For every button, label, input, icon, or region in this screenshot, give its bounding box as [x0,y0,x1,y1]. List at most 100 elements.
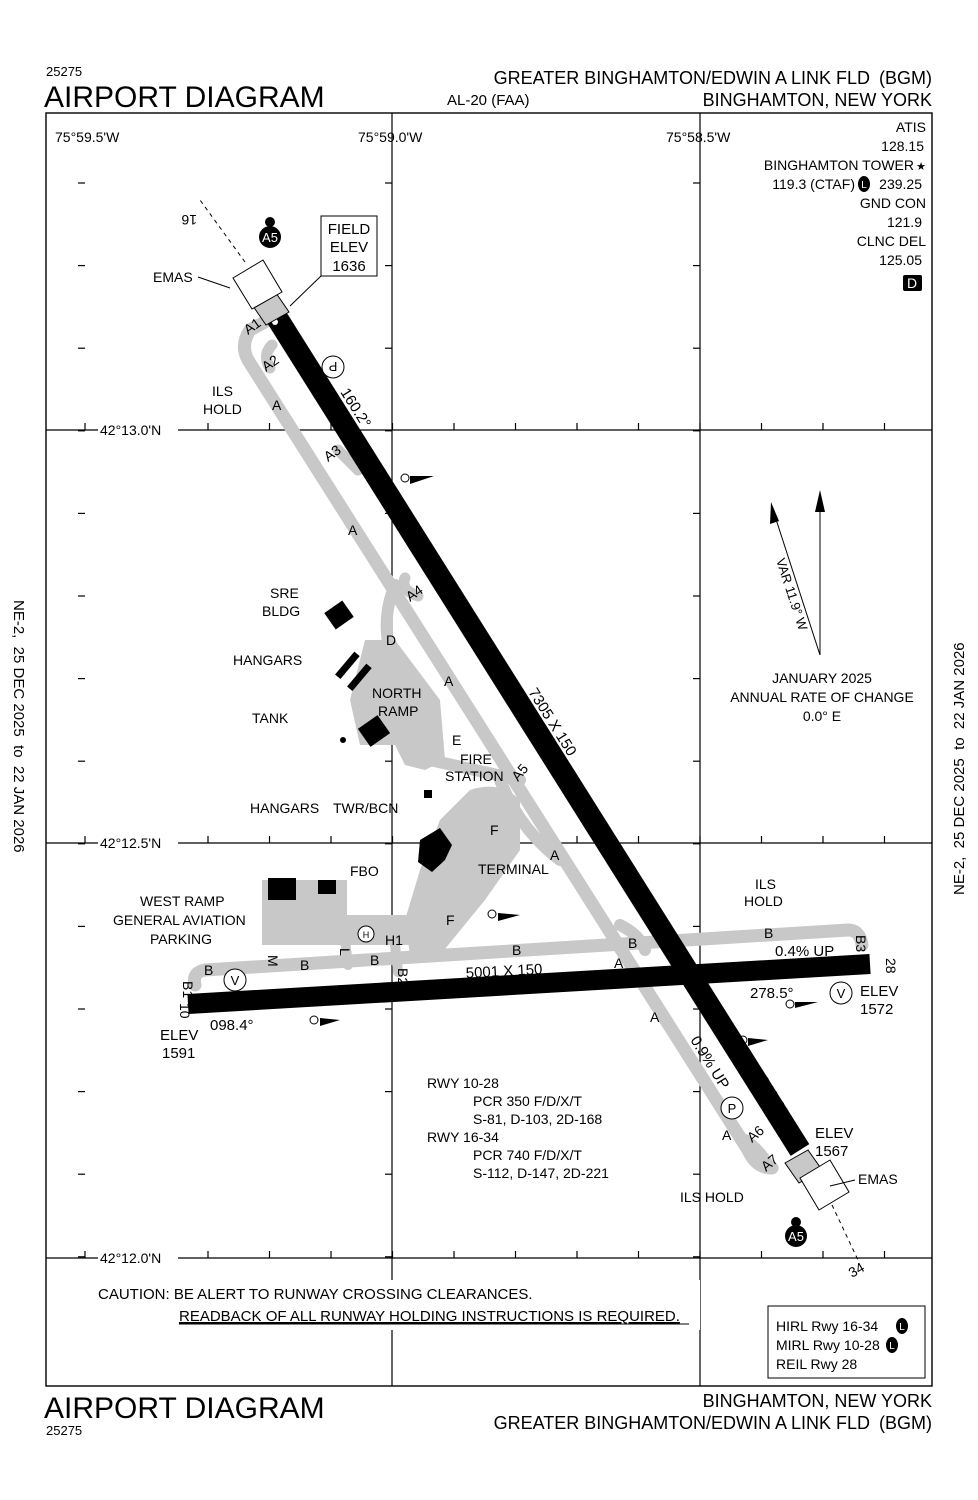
airport-id: (BGM) [879,68,932,88]
lon-label: 75°59.5'W [55,129,120,145]
svg-text:F: F [446,912,455,928]
airport-name: GREATER BINGHAMTON/EDWIN A LINK FLD [494,68,870,88]
svg-text:125.05: 125.05 [879,252,922,268]
svg-text:NORTH: NORTH [372,685,422,701]
hot-spot-a5-north[interactable]: A5 [259,217,281,248]
svg-text:0.0° E: 0.0° E [803,708,841,724]
rwy-28-heading: 278.5° [750,985,794,1002]
rwy-end-16: 16 [181,212,197,228]
svg-text:TERMINAL: TERMINAL [478,861,549,877]
papi-icon: P [720,1096,744,1120]
svg-text:★: ★ [916,161,926,173]
svg-text:L: L [337,948,353,956]
field-elevation-box: FIELD ELEV 1636 [289,215,378,307]
chart-number: 25275 [46,64,82,79]
helipad-icon: H [357,925,375,943]
lat-label: 42°12.0'N [100,1250,161,1266]
svg-text:FIRE: FIRE [460,751,492,767]
svg-text:S-81, D-103, 2D-168: S-81, D-103, 2D-168 [473,1111,602,1127]
procedure-id: AL-20 (FAA) [447,92,530,109]
svg-text:L: L [899,1322,905,1333]
runway-10-28 [187,954,871,1014]
svg-text:ELEV: ELEV [330,239,368,256]
svg-text:PCR 740 F/D/X/T: PCR 740 F/D/X/T [473,1147,582,1163]
svg-text:ILS: ILS [755,876,776,892]
svg-text:B: B [512,942,521,958]
svg-text:STATION: STATION [445,768,504,784]
svg-text:RAMP: RAMP [378,703,418,719]
svg-text:A5: A5 [788,1229,804,1244]
svg-text:P: P [728,1101,737,1116]
svg-text:PCR 350 F/D/X/T: PCR 350 F/D/X/T [473,1093,582,1109]
svg-text:B: B [764,925,773,941]
svg-text:ILS HOLD: ILS HOLD [680,1189,744,1205]
svg-text:MIRL Rwy 10-28: MIRL Rwy 10-28 [776,1337,880,1353]
svg-text:119.3 (CTAF): 119.3 (CTAF) [772,176,855,192]
svg-text:FBO: FBO [350,863,379,879]
svg-text:TWR/BCN: TWR/BCN [333,800,398,816]
lon-label: 75°58.5'W [666,129,731,145]
svg-text:ILS: ILS [212,383,233,399]
footer-chart-number: 25275 [46,1423,82,1438]
page-title: AIRPORT DIAGRAM [44,81,325,114]
lon-label: 75°59.0'W [358,129,423,145]
effective-dates-right: NE-2, 25 DEC 2025 to 22 JAN 2026 [951,642,968,895]
svg-text:HOLD: HOLD [203,401,242,417]
magvar-info: JANUARY 2025 ANNUAL RATE OF CHANGE 0.0° … [730,670,914,724]
svg-text:A: A [722,1127,732,1143]
elev-label: ELEV [860,983,898,1000]
svg-text:F: F [490,822,499,838]
elev-value: 1567 [815,1143,848,1160]
lighting-legend: HIRL Rwy 16-34 L MIRL Rwy 10-28 L REIL R… [767,1305,926,1379]
svg-text:GENERAL AVIATION: GENERAL AVIATION [113,912,246,928]
beacon-flag-icons [309,473,818,1046]
hot-spot-a5-south[interactable]: A5 [785,1217,807,1247]
dcl-badge: D [903,275,922,291]
rwy-end-28: 28 [883,958,899,974]
svg-text:HIRL Rwy 16-34: HIRL Rwy 16-34 [776,1318,878,1334]
svg-text:HANGARS: HANGARS [233,652,302,668]
svg-text:EMAS: EMAS [153,269,193,285]
city-state: BINGHAMTON, NEW YORK [703,90,932,110]
svg-text:HANGARS: HANGARS [250,800,319,816]
svg-text:A3: A3 [321,441,344,464]
vasi-icon: V [223,968,247,992]
svg-text:A: A [272,397,282,413]
svg-text:1636: 1636 [332,258,365,275]
vasi-icon: V [829,981,853,1005]
runway-16-34 [199,199,859,1261]
svg-text:A: A [444,673,454,689]
svg-text:B: B [628,935,637,951]
svg-text:L: L [889,1341,895,1352]
pcr-info: RWY 10-28 PCR 350 F/D/X/T S-81, D-103, 2… [427,1075,609,1181]
svg-text:E: E [452,732,461,748]
taxiway-labels: A1 A2 A A3 A A4 D A E A5 F A F B A A B B… [180,314,869,1174]
svg-text:B1: B1 [180,981,196,998]
svg-text:VAR 11.9° W: VAR 11.9° W [773,556,811,632]
rwy-10-28-dims: 5001 X 150 [465,961,543,982]
lat-lon-grid [46,113,932,1386]
svg-text:A: A [614,955,624,971]
svg-text:FIELD: FIELD [328,221,371,238]
svg-text:128.15: 128.15 [881,138,924,154]
svg-text:V: V [231,973,240,988]
buildings [268,600,452,900]
footer-airport-name: GREATER BINGHAMTON/EDWIN A LINK FLD [494,1413,870,1433]
svg-text:B: B [204,962,213,978]
svg-text:BINGHAMTON TOWER: BINGHAMTON TOWER [764,157,914,173]
lat-label: 42°12.5'N [100,835,161,851]
svg-text:L: L [861,180,867,191]
footer-city-state: BINGHAMTON, NEW YORK [703,1391,932,1411]
svg-text:A5: A5 [262,230,278,245]
svg-text:GND CON: GND CON [860,195,926,211]
svg-text:H: H [363,930,370,940]
svg-text:RWY 10-28: RWY 10-28 [427,1075,499,1091]
magnetic-variation-arrows: VAR 11.9° W [770,490,825,656]
rwy-end-10: 10 [177,1003,193,1019]
svg-text:A: A [650,1009,660,1025]
svg-text:TANK: TANK [252,710,289,726]
svg-text:121.9: 121.9 [887,214,922,230]
svg-text:ATIS: ATIS [896,119,926,135]
